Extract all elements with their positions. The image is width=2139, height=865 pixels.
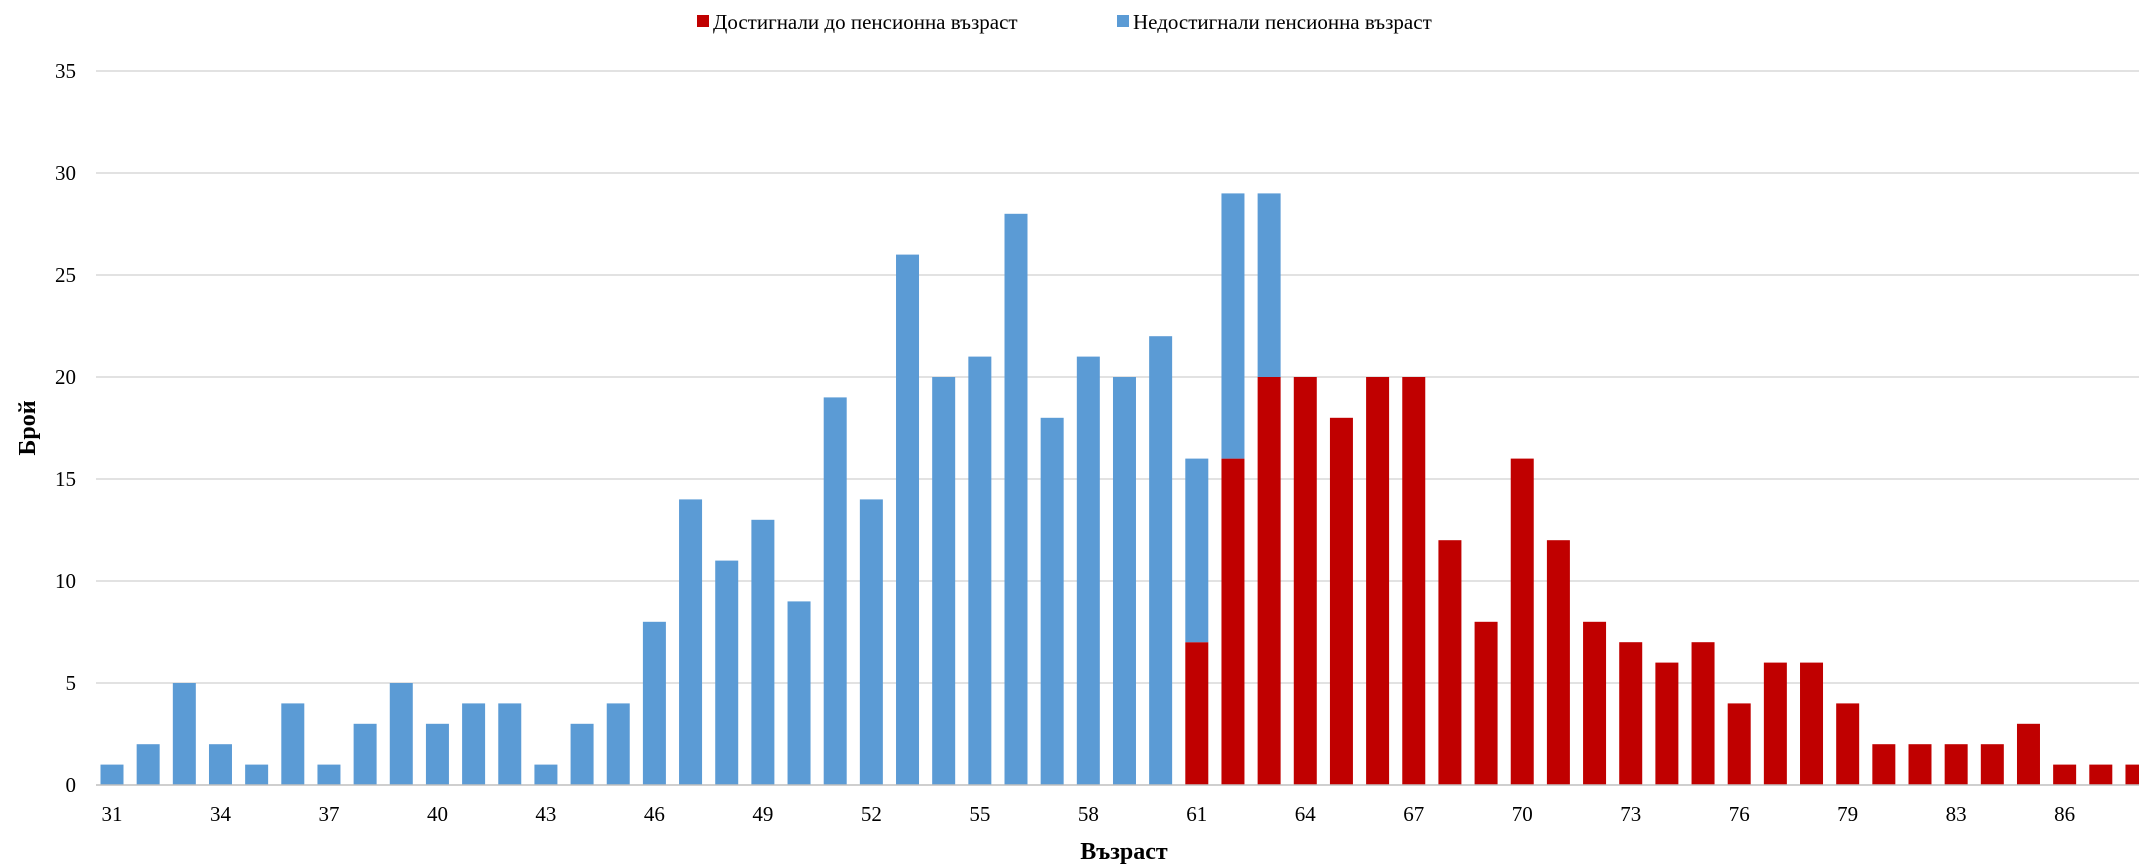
x-tick-label: 70: [1512, 802, 1533, 826]
bar-below-retirement-56: [1004, 213, 1028, 786]
x-tick-label: 58: [1078, 802, 1099, 826]
x-tick-label: 76: [1729, 802, 1750, 826]
bar-below-retirement-54: [932, 377, 956, 785]
y-tick-label: 15: [55, 467, 76, 491]
bar-retirement-77: [1763, 662, 1787, 785]
bar-below-retirement-43: [534, 764, 558, 785]
bar-retirement-72: [1583, 621, 1607, 785]
x-tick-label: 73: [1620, 802, 1641, 826]
bar-below-retirement-34: [208, 744, 232, 785]
legend-label-retirement-age: Достигнали до пенсионна възраст: [713, 10, 1018, 34]
y-tick-label: 20: [55, 365, 76, 389]
bar-below-retirement-59: [1112, 377, 1136, 785]
bar-retirement-69: [1474, 621, 1498, 785]
bar-retirement-71: [1546, 540, 1570, 785]
bar-retirement-87: [2089, 764, 2113, 785]
x-tick-label: 64: [1295, 802, 1317, 826]
x-tick-label: 83: [1946, 802, 1967, 826]
axes: 0 5 10 15 20 25 30 35 31 34 37 40 43 46 49 52 55 58 61 64 67…: [55, 59, 2139, 826]
bar-retirement-66: [1366, 377, 1390, 785]
bar-retirement-68: [1438, 540, 1462, 785]
y-tick-label: 30: [55, 161, 76, 185]
x-tick-label: 55: [969, 802, 990, 826]
bar-retirement-80: [1872, 744, 1896, 785]
legend: Достигнали до пенсионна възраст Недостиг…: [697, 10, 1432, 34]
bar-retirement-75: [1691, 642, 1715, 785]
x-tick-label: 67: [1403, 802, 1424, 826]
bar-below-retirement-47: [679, 499, 703, 785]
bar-retirement-67: [1402, 377, 1426, 785]
y-tick-label: 35: [55, 59, 76, 83]
bar-below-retirement-53: [896, 254, 920, 786]
legend-swatch-retirement-age: [697, 15, 709, 27]
legend-swatch-below-retirement-age: [1117, 15, 1129, 27]
legend-label-below-retirement-age: Недостигнали пенсионна възраст: [1133, 10, 1432, 34]
bar-retirement-88: [2125, 764, 2139, 785]
bar-retirement-86: [2053, 764, 2077, 785]
x-tick-label: 43: [535, 802, 556, 826]
bar-below-retirement-60: [1149, 336, 1173, 785]
bar-retirement-83: [1944, 744, 1968, 785]
bar-below-retirement-45: [606, 703, 630, 785]
bar-below-retirement-35: [245, 764, 269, 785]
x-tick-label: 52: [861, 802, 882, 826]
bar-retirement-79: [1836, 703, 1860, 785]
bar-below-retirement-51: [823, 397, 847, 785]
y-axis-title: Брой: [15, 400, 41, 455]
bar-retirement-84: [1980, 744, 2004, 785]
bar-below-retirement-39: [389, 683, 413, 785]
x-tick-label: 40: [427, 802, 448, 826]
bar-retirement-85: [2016, 723, 2040, 785]
x-tick-label: 79: [1837, 802, 1858, 826]
x-axis-title: Възраст: [1080, 839, 1168, 865]
x-tick-label: 34: [210, 802, 232, 826]
bar-below-retirement-50: [787, 601, 811, 785]
bar-below-retirement-55: [968, 356, 992, 785]
bar-retirement-73: [1619, 642, 1643, 785]
x-tick-label: 37: [318, 802, 339, 826]
bar-retirement-74: [1655, 662, 1679, 785]
bar-below-retirement-52: [859, 499, 883, 785]
bar-below-retirement-48: [715, 560, 739, 785]
bar-retirement-63: [1257, 377, 1281, 785]
bar-below-retirement-36: [281, 703, 305, 785]
bar-retirement-78: [1800, 662, 1824, 785]
bar-retirement-64: [1293, 377, 1317, 785]
x-tick-label: 46: [644, 802, 665, 826]
bar-below-retirement-32: [136, 744, 160, 785]
bar-retirement-61: [1185, 642, 1209, 785]
bar-below-retirement-49: [751, 519, 775, 785]
x-tick-label: 86: [2054, 802, 2075, 826]
bar-below-retirement-38: [353, 723, 377, 785]
x-tick-label: 49: [752, 802, 773, 826]
bar-below-retirement-41: [462, 703, 486, 785]
bar-retirement-62: [1221, 458, 1245, 785]
bar-below-retirement-37: [317, 764, 341, 785]
bar-below-retirement-63: [1257, 193, 1281, 377]
bar-below-retirement-58: [1076, 356, 1100, 785]
y-tick-label: 10: [55, 569, 76, 593]
bar-retirement-76: [1727, 703, 1751, 785]
bar-retirement-70: [1510, 458, 1534, 785]
x-tick-label: 61: [1186, 802, 1207, 826]
bars: [100, 193, 2139, 786]
x-tick-label: 31: [102, 802, 123, 826]
bar-retirement-65: [1329, 417, 1353, 785]
bar-below-retirement-33: [172, 683, 196, 785]
bar-below-retirement-31: [100, 764, 124, 785]
y-tick-label: 25: [55, 263, 76, 287]
bar-retirement-81: [1908, 744, 1932, 785]
y-tick-label: 0: [66, 773, 77, 797]
y-tick-label: 5: [66, 671, 77, 695]
bar-below-retirement-42: [498, 703, 522, 785]
bar-below-retirement-57: [1040, 417, 1064, 785]
bar-below-retirement-46: [642, 621, 666, 785]
bar-below-retirement-44: [570, 723, 594, 785]
bar-below-retirement-40: [425, 723, 449, 785]
bar-below-retirement-62: [1221, 193, 1245, 459]
bar-below-retirement-61: [1185, 458, 1209, 643]
